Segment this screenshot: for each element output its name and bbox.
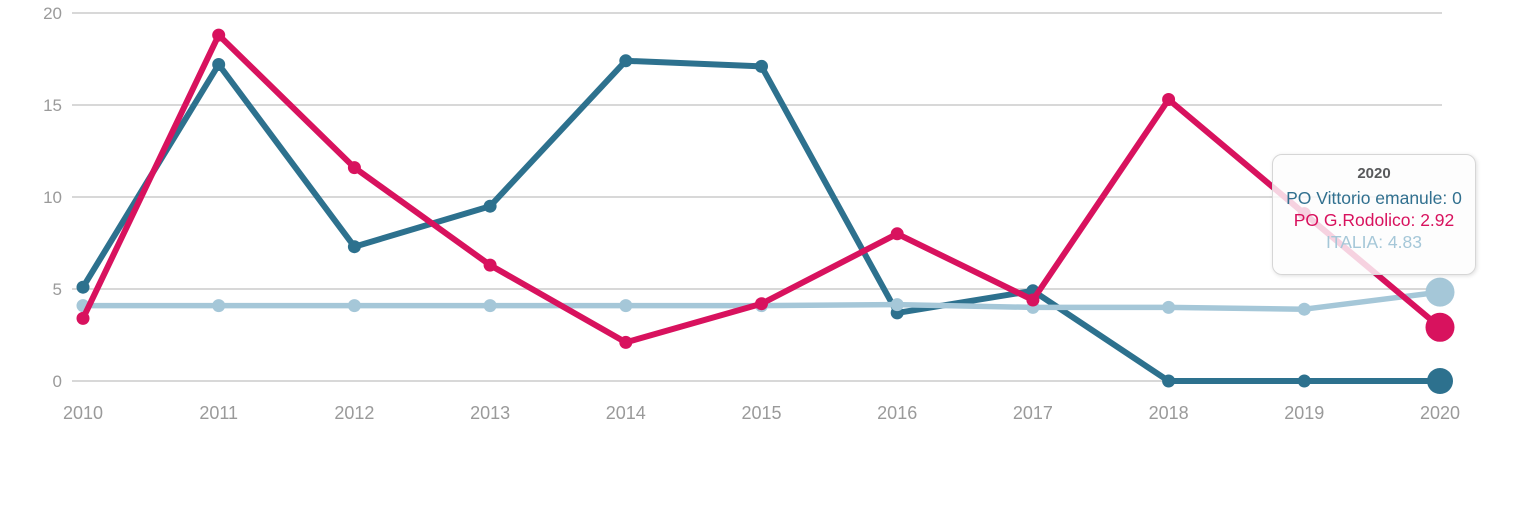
data-point-po-g-rodolico-2010[interactable]: [76, 311, 90, 325]
x-axis-label: 2011: [199, 403, 238, 423]
y-axis-label: 15: [43, 96, 62, 115]
tooltip-row-vittorio-emanule: PO Vittorio emanule: 0: [1286, 188, 1462, 208]
data-point-po-vittorio-emanule-2020[interactable]: [1427, 368, 1453, 394]
data-point-italia-2018[interactable]: [1162, 300, 1176, 314]
tooltip: 2020 PO Vittorio emanule: 0 PO G.Rodolic…: [1272, 154, 1476, 275]
y-axis-label: 5: [53, 280, 62, 299]
y-axis-label: 20: [43, 4, 62, 23]
data-point-po-vittorio-emanule-2018[interactable]: [1162, 374, 1176, 388]
x-axis-label: 2013: [470, 403, 510, 423]
data-point-po-vittorio-emanule-2013[interactable]: [483, 199, 497, 213]
data-point-italia-2014[interactable]: [619, 299, 633, 313]
y-axis-label: 0: [53, 372, 62, 391]
data-point-po-g-rodolico-2016[interactable]: [890, 227, 904, 241]
series-line-po-g-rodolico: [80, 32, 1443, 346]
tooltip-row-italia: ITALIA: 4.83: [1326, 232, 1422, 252]
data-point-po-g-rodolico-2012[interactable]: [347, 161, 361, 175]
x-axis-label: 2016: [877, 403, 917, 423]
data-point-po-vittorio-emanule-2010[interactable]: [76, 280, 90, 294]
data-point-po-g-rodolico-2014[interactable]: [619, 335, 633, 349]
x-axis-label: 2019: [1284, 403, 1324, 423]
x-axis-label: 2017: [1013, 403, 1053, 423]
data-point-italia-2011[interactable]: [212, 299, 226, 313]
data-point-po-g-rodolico-2013[interactable]: [483, 258, 497, 272]
data-point-italia-2019[interactable]: [1297, 302, 1311, 316]
data-point-italia-2013[interactable]: [483, 299, 497, 313]
series-po-vittorio-emanule: [76, 54, 1453, 394]
data-point-po-vittorio-emanule-2015[interactable]: [755, 59, 768, 73]
data-point-po-g-rodolico-2017[interactable]: [1026, 293, 1040, 307]
data-point-italia-2012[interactable]: [347, 299, 361, 313]
data-point-italia-2020[interactable]: [1425, 277, 1455, 307]
data-point-po-vittorio-emanule-2014[interactable]: [619, 54, 633, 68]
x-axis-label: 2010: [63, 403, 103, 423]
x-axis-label: 2020: [1420, 403, 1460, 423]
data-point-po-vittorio-emanule-2012[interactable]: [347, 240, 361, 254]
x-axis-label: 2014: [606, 403, 646, 423]
series-line-po-vittorio-emanule: [80, 57, 1443, 384]
data-point-po-g-rodolico-2015[interactable]: [755, 297, 768, 311]
series-italia: [76, 277, 1455, 316]
x-axis-label: 2012: [334, 403, 374, 423]
chart-plot-area: 0 5 10 15 20 2010 2011 2012 2013 2014 2015 2016 2017…: [43, 4, 1460, 423]
x-axis-label: 2015: [741, 403, 781, 423]
data-point-po-vittorio-emanule-2019[interactable]: [1297, 374, 1311, 388]
y-axis-label: 10: [43, 188, 62, 207]
data-point-po-g-rodolico-2011[interactable]: [212, 28, 226, 42]
tooltip-row-g-rodolico: PO G.Rodolico: 2.92: [1293, 210, 1455, 230]
data-point-italia-2016[interactable]: [890, 298, 904, 312]
x-axis-label: 2018: [1149, 403, 1189, 423]
data-point-po-g-rodolico-2018[interactable]: [1162, 93, 1176, 106]
data-point-po-g-rodolico-2020[interactable]: [1425, 312, 1455, 342]
tooltip-title: 2020: [1357, 165, 1391, 182]
data-point-po-vittorio-emanule-2011[interactable]: [212, 58, 226, 71]
